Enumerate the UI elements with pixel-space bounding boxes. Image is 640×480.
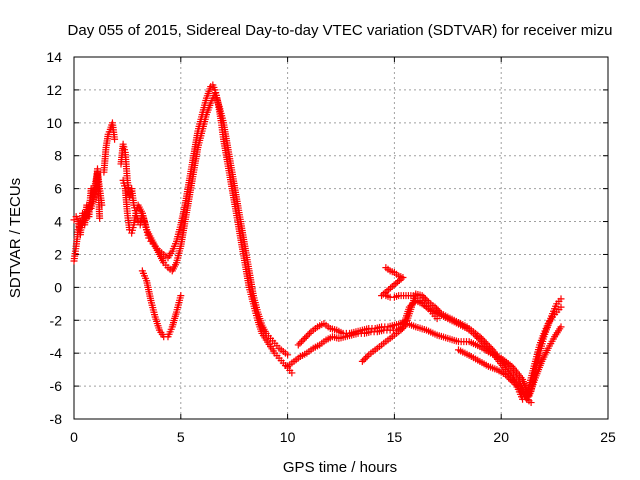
x-tick-label: 10 [280, 429, 296, 445]
series-low-tail [454, 346, 535, 407]
data-point [418, 292, 426, 300]
data-point [177, 292, 185, 300]
series-branch-a [117, 81, 296, 377]
data-point [301, 334, 309, 342]
x-tick-label: 0 [70, 429, 78, 445]
data-point [284, 351, 292, 359]
data-point [506, 376, 514, 384]
data-point [297, 338, 305, 346]
series-lower-evening [358, 320, 565, 400]
y-tick-label: 2 [54, 246, 62, 262]
data-point [288, 369, 296, 377]
data-point [557, 295, 565, 303]
data-point [400, 323, 408, 331]
data-point [557, 303, 565, 311]
data-point [484, 341, 492, 349]
data-markers [70, 81, 565, 407]
data-point [434, 306, 442, 314]
chart-title: Day 055 of 2015, Sidereal Day-to-day VTE… [68, 22, 613, 39]
data-point [358, 357, 366, 365]
y-tick-label: 10 [46, 115, 62, 131]
data-point [96, 214, 104, 222]
data-point [304, 331, 312, 339]
y-tick-label: 8 [54, 148, 62, 164]
y-tick-label: 14 [46, 49, 62, 65]
y-tick-label: -6 [50, 378, 63, 394]
data-point [398, 325, 406, 332]
data-point [299, 336, 307, 344]
data-point [481, 338, 489, 346]
data-point [479, 336, 487, 344]
series-early-rise-2 [70, 165, 104, 239]
data-point [362, 354, 370, 362]
data-point [433, 315, 441, 323]
data-point [503, 372, 511, 380]
data-point [557, 323, 565, 331]
y-tick-label: 0 [54, 279, 62, 295]
x-tick-label: 15 [387, 429, 403, 445]
data-point [402, 321, 410, 329]
data-point [363, 352, 371, 360]
data-point [294, 341, 302, 349]
series-peak-1 [100, 119, 119, 176]
series-isolated [378, 264, 441, 323]
data-point [431, 303, 439, 311]
y-tick-label: -2 [50, 312, 63, 328]
series-branch-b [119, 89, 292, 359]
data-point [485, 343, 493, 351]
data-point [505, 374, 513, 382]
data-point [397, 326, 405, 334]
x-tick-label: 25 [600, 429, 616, 445]
data-point [477, 334, 485, 342]
data-point [420, 293, 428, 301]
x-axis-label: GPS time / hours [283, 459, 397, 476]
data-point [296, 339, 304, 347]
ticks: 0 5 10 15 20 25 -8 -6 -4 -2 0 2 4 6 8 10 12 14 [46, 49, 616, 445]
data-point [421, 295, 429, 303]
data-point [476, 333, 484, 341]
y-tick-label: 12 [46, 82, 62, 98]
y-tick-label: -4 [50, 345, 63, 361]
x-tick-label: 5 [177, 429, 185, 445]
series-hump [138, 267, 185, 341]
data-point [360, 356, 368, 364]
y-axis-label: SDTVAR / TECUs [7, 178, 24, 298]
data-point [436, 308, 444, 316]
data-point [527, 399, 535, 407]
plot-area-border [73, 56, 609, 420]
y-tick-label: 4 [54, 214, 62, 230]
data-point [433, 305, 441, 313]
data-point [111, 135, 119, 143]
y-tick-label: 6 [54, 181, 62, 197]
data-point [501, 371, 509, 379]
data-point [302, 333, 310, 341]
data-point [482, 339, 490, 347]
x-tick-label: 20 [493, 429, 509, 445]
data-point [305, 329, 313, 337]
y-tick-label: -8 [50, 411, 63, 427]
